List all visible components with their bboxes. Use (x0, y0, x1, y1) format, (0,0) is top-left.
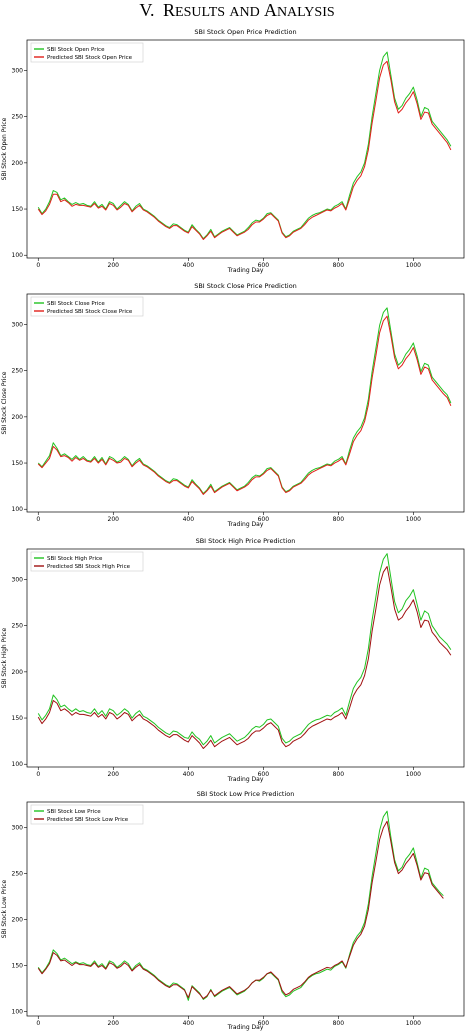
chart3-x-tick-label: 1000 (406, 771, 421, 778)
chart4-legend-label-1: SBI Stock Low Price (47, 809, 101, 815)
chart4-y-tick-label: 100 (12, 1008, 24, 1015)
chart3-plot-frame (26, 548, 465, 768)
chart1-x-tick-label: 400 (183, 262, 195, 269)
chart1-legend-label-1: SBI Stock Open Price (47, 47, 105, 53)
open-price-chart-panel: SBI Stock Open Price Prediction 0 200 400 60… (0, 26, 474, 276)
chart3-y-tick-label: 100 (12, 761, 24, 768)
chart1-x-tick-label: 600 (258, 262, 270, 269)
chart3-x-tick-label: 0 (36, 771, 40, 778)
chart4-plot-frame (26, 801, 465, 1017)
chart3-x-tick-label: 400 (183, 771, 195, 778)
chart1-y-tick-label: 150 (12, 206, 24, 213)
chart1-y-tick-label: 100 (12, 252, 24, 259)
high-price-chart: SBI Stock High Price Prediction 0 200 400 60… (1, 537, 465, 783)
chart1-y-tick-label: 250 (12, 114, 24, 121)
chart3-y-axis-label: SBI Stock High Price (1, 627, 8, 688)
chart4-predicted-series-line (37, 820, 444, 1000)
chart3-predicted-series-line (37, 566, 452, 750)
heading-word-2: AND (229, 5, 260, 20)
low-price-chart: SBI Stock Low Price Prediction 0 200 400 600… (1, 790, 465, 1031)
chart2-legend-label-1: SBI Stock Close Price (47, 301, 105, 307)
heading-word-1-rest: ESULTS (175, 5, 226, 20)
chart2-y-tick-label: 250 (12, 368, 24, 375)
chart3-x-tick-label: 600 (258, 771, 270, 778)
chart4-x-axis-label: Trading Day (227, 1024, 264, 1031)
chart2-y-tick-label: 300 (12, 321, 24, 328)
chart1-y-tick-label: 200 (12, 160, 24, 167)
chart1-y-tick-label: 300 (12, 67, 24, 74)
chart2-y-tick-label: 150 (12, 460, 24, 467)
chart2-actual-series-line (37, 307, 452, 495)
chart1-title: SBI Stock Open Price Prediction (194, 28, 296, 36)
chart3-legend-label-1: SBI Stock High Price (47, 556, 103, 562)
chart4-y-tick-label: 200 (12, 917, 24, 924)
chart2-x-tick-label: 1000 (406, 516, 421, 523)
chart4-x-tick-label: 600 (258, 1020, 270, 1027)
chart3-x-axis-label: Trading Day (227, 776, 264, 783)
chart1-predicted-series-line (37, 60, 452, 241)
chart1-legend-box (30, 42, 144, 63)
chart3-x-tick-label: 200 (108, 771, 120, 778)
chart1-legend-label-2: Predicted SBI Stock Open Price (47, 55, 133, 61)
chart2-legend-label-2: Predicted SBI Stock Close Price (47, 309, 133, 315)
chart4-x-tick-label: 0 (36, 1020, 40, 1027)
chart3-title: SBI Stock High Price Prediction (196, 537, 296, 545)
chart4-x-tick-label: 800 (333, 1020, 345, 1027)
chart4-legend-label-2: Predicted SBI Stock Low Price (47, 817, 129, 823)
chart2-predicted-series-line (37, 315, 452, 495)
chart2-x-axis-label: Trading Day (227, 521, 264, 528)
chart1-y-axis-label: SBI Stock Open Price (1, 117, 8, 180)
chart2-y-tick-label: 100 (12, 506, 24, 513)
chart4-y-tick-label: 300 (12, 825, 24, 832)
low-price-chart-panel: SBI Stock Low Price Prediction 0 200 400 600… (0, 788, 474, 1031)
chart3-actual-series-line (37, 553, 452, 746)
chart2-plot-frame (26, 293, 465, 513)
chart4-x-tick-label: 400 (183, 1020, 195, 1027)
chart2-x-tick-label: 400 (183, 516, 195, 523)
chart4-x-tick-label: 200 (108, 1020, 120, 1027)
chart4-title: SBI Stock Low Price Prediction (197, 790, 295, 798)
chart2-y-tick-label: 200 (12, 414, 24, 421)
chart1-x-tick-label: 0 (36, 262, 40, 269)
chart3-y-tick-label: 150 (12, 715, 24, 722)
chart2-x-tick-label: 0 (36, 516, 40, 523)
chart4-legend-box (30, 804, 144, 825)
chart2-y-axis-label: SBI Stock Close Price (1, 371, 8, 434)
high-price-chart-panel: SBI Stock High Price Prediction 0 200 400 60… (0, 535, 474, 785)
chart4-actual-series-line (37, 810, 444, 1001)
chart1-x-tick-label: 200 (108, 262, 120, 269)
chart2-x-tick-label: 600 (258, 516, 270, 523)
chart3-legend-label-2: Predicted SBI Stock High Price (47, 564, 131, 570)
chart1-x-tick-label: 800 (333, 262, 345, 269)
chart2-title: SBI Stock Close Price Prediction (194, 282, 297, 290)
chart3-legend-box (30, 551, 144, 572)
chart4-x-tick-label: 1000 (406, 1020, 421, 1027)
chart1-x-tick-label: 1000 (406, 262, 421, 269)
section-number: V. (139, 0, 155, 20)
chart3-y-tick-label: 250 (12, 623, 24, 630)
chart3-y-tick-label: 200 (12, 669, 24, 676)
heading-word-3-rest: NALYSIS (276, 5, 335, 20)
chart1-plot-frame (26, 39, 465, 259)
chart2-x-tick-label: 800 (333, 516, 345, 523)
close-price-chart: SBI Stock Close Price Prediction 0 200 400 6… (1, 282, 465, 528)
chart3-y-tick-label: 300 (12, 576, 24, 583)
chart2-x-tick-label: 200 (108, 516, 120, 523)
chart3-x-tick-label: 800 (333, 771, 345, 778)
heading-word-3-initial: A (263, 0, 277, 20)
open-price-chart: SBI Stock Open Price Prediction 0 200 400 60… (1, 28, 465, 274)
chart1-x-axis-label: Trading Day (227, 267, 264, 274)
chart4-y-axis-label: SBI Stock Low Price (1, 879, 8, 938)
heading-word-1-initial: R (163, 0, 176, 20)
chart2-legend-box (30, 296, 144, 317)
chart4-y-tick-label: 150 (12, 962, 24, 969)
close-price-chart-panel: SBI Stock Close Price Prediction 0 200 400 6… (0, 280, 474, 530)
chart1-actual-series-line (37, 51, 452, 240)
section-heading: V. RESULTS AND ANALYSIS (0, 0, 474, 23)
chart4-y-tick-label: 250 (12, 871, 24, 878)
